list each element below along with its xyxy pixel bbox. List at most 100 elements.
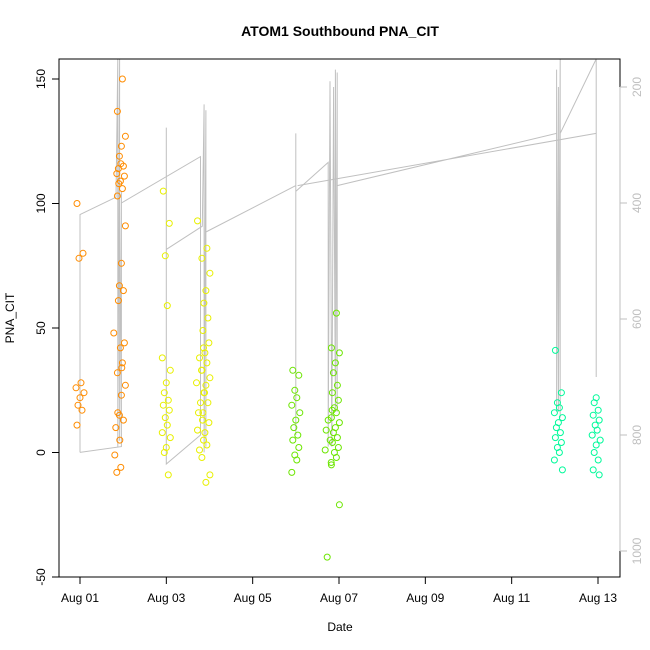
data-point (158, 354, 166, 362)
data-point (200, 436, 207, 444)
data-point (293, 394, 301, 402)
data-point (118, 364, 126, 372)
data-point (164, 471, 172, 479)
x-axis: Aug 01 Aug 03 Aug 05 Aug 07 Aug 09 Aug 11 Aug … (61, 576, 617, 605)
data-point (327, 414, 335, 422)
data-point (119, 287, 127, 295)
data-point (321, 446, 329, 454)
data-point (590, 449, 598, 456)
right-axis-tick-label: 600 (630, 309, 644, 329)
y-tick-label: -50 (34, 568, 48, 586)
line-segment-4 (297, 58, 597, 418)
data-point (113, 468, 121, 476)
data-point (206, 374, 214, 382)
data-point (197, 399, 204, 407)
data-point (117, 259, 125, 267)
data-point (160, 389, 168, 397)
plot-frame (58, 58, 621, 578)
data-point (295, 444, 303, 451)
data-point (166, 366, 174, 374)
data-point (328, 389, 336, 397)
data-point (115, 282, 123, 290)
data-point (79, 249, 87, 257)
right-axis-tick-label: 800 (630, 425, 644, 445)
data-point (118, 75, 126, 83)
data-point (204, 314, 212, 322)
line-segment-2 (121, 104, 207, 466)
data-point (118, 359, 126, 367)
data-point (115, 152, 123, 160)
data-point (288, 401, 296, 409)
data-point (322, 426, 330, 434)
data-point (159, 401, 167, 409)
data-point (196, 354, 203, 362)
data-point (296, 409, 304, 417)
data-point (290, 424, 298, 432)
data-point (589, 466, 597, 474)
data-point (558, 414, 566, 422)
data-point (552, 424, 560, 432)
data-point (75, 254, 83, 262)
data-point (332, 454, 340, 461)
data-point (594, 456, 602, 464)
data-point (161, 252, 169, 260)
data-point (329, 369, 337, 377)
data-point (160, 449, 168, 456)
data-point (74, 401, 82, 409)
x-axis-label: Date (327, 620, 353, 634)
data-point (73, 200, 81, 207)
line-segment-3 (205, 69, 338, 447)
data-point (163, 302, 171, 310)
data-point (327, 459, 335, 466)
x-tick-label: Aug 05 (234, 591, 272, 605)
data-point (293, 456, 301, 464)
data-point (288, 468, 296, 476)
data-point (291, 386, 299, 394)
data-point (590, 399, 598, 407)
data-point (113, 107, 121, 115)
data-point (199, 327, 207, 334)
data-point (555, 449, 563, 456)
data-point (158, 429, 166, 437)
data-point (551, 434, 559, 442)
data-point (116, 177, 124, 185)
data-point (77, 379, 85, 387)
data-point (116, 344, 124, 352)
data-point (595, 416, 603, 424)
data-point (200, 299, 208, 307)
data-point (294, 431, 302, 439)
data-point (550, 456, 558, 464)
data-point (72, 384, 80, 392)
data-point (120, 172, 128, 180)
data-point (113, 192, 121, 200)
data-point (194, 426, 201, 434)
data-point (555, 404, 563, 412)
data-point (203, 441, 211, 449)
data-point (114, 297, 122, 305)
x-tick-label: Aug 11 (493, 591, 530, 605)
data-point (121, 132, 129, 140)
x-tick-label: Aug 01 (61, 591, 99, 605)
data-point (162, 379, 170, 387)
data-point (202, 381, 210, 389)
data-point (335, 349, 343, 357)
y-tick-label: 0 (34, 449, 48, 456)
line-segment-1 (79, 58, 122, 453)
data-point (550, 409, 558, 417)
right-axis-tick-label: 1000 (630, 537, 644, 564)
data-point (119, 416, 127, 424)
data-point (121, 381, 129, 389)
data-point (205, 339, 213, 347)
data-point (328, 439, 336, 446)
data-point (588, 431, 596, 439)
data-point (589, 411, 597, 419)
right-axis-tick-label: 400 (630, 193, 644, 213)
data-point (196, 446, 203, 454)
data-point (333, 381, 341, 389)
data-point (118, 185, 126, 193)
data-point (163, 421, 171, 429)
data-point (203, 244, 211, 252)
x-tick-label: Aug 09 (406, 591, 444, 605)
data-point (551, 346, 559, 354)
